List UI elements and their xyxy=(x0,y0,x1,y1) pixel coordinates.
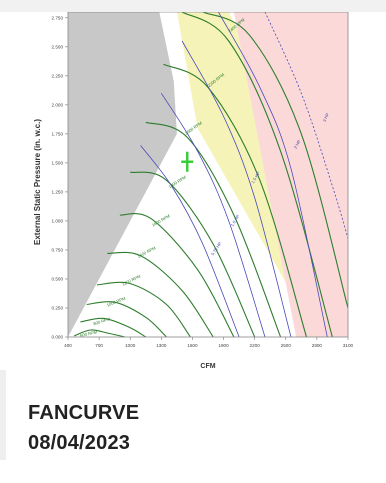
caption: FANCURVE 08/04/2023 xyxy=(28,398,358,458)
series-1400-rpm-line xyxy=(119,213,235,337)
x-axis-label: CFM xyxy=(200,363,215,370)
series-2200-rpm-line xyxy=(181,12,333,337)
y-tick-label: 2.750 xyxy=(52,15,64,20)
x-tick-label: 1300 xyxy=(156,343,167,348)
stall-region xyxy=(68,12,177,337)
y-tick-label: 0.750 xyxy=(52,248,64,253)
y-tick-label: 1.500 xyxy=(52,160,64,165)
operating-point-group xyxy=(181,151,194,172)
x-tick-label: 2800 xyxy=(312,343,323,348)
caption-date: 08/04/2023 xyxy=(28,432,131,454)
y-tick-label: 1.750 xyxy=(52,131,64,136)
series-0-5-hp-line xyxy=(140,145,240,337)
curve-label-600-rpm: 600 RPM xyxy=(80,329,99,338)
series-1600-rpm-line xyxy=(130,171,256,337)
x-tick-label: 3100 xyxy=(343,343,354,348)
x-tick-label: 700 xyxy=(95,343,103,348)
y-tick-label: 0.500 xyxy=(52,277,64,282)
x-tick-label: 2200 xyxy=(250,343,261,348)
y-tick-label: 2.250 xyxy=(52,73,64,78)
x-tick-label: 1900 xyxy=(218,343,229,348)
curve-label-1-5-hp: 1.5 HP xyxy=(250,171,261,185)
x-tick-label: 1600 xyxy=(187,343,198,348)
y-tick-label: 1.000 xyxy=(52,219,64,224)
series-800-rpm-line xyxy=(86,301,167,337)
series-2000-rpm-line xyxy=(163,63,308,337)
curve-label-1-0-hp: 1.0 HP xyxy=(230,214,241,228)
curve-lines xyxy=(74,12,348,337)
series-1800-rpm-line xyxy=(145,121,282,337)
top-strip xyxy=(0,0,386,12)
curve-label-800-rpm: 800 RPM xyxy=(93,316,112,326)
series-1-5-hp-line xyxy=(218,12,328,337)
x-tick-label: 1000 xyxy=(125,343,136,348)
y-tick-label: 0.000 xyxy=(52,335,64,340)
fan-curve-chart: 2400 RPM 2200 RPM 2000 RPM 1800 RPM 1600 RPM… xyxy=(32,12,360,372)
axes: 400 700 1000 1300 1600 1900 2200 2500 2800 3100 0.… xyxy=(52,12,354,348)
y-axis-label: External Static Pressure (in. w.c.) xyxy=(33,119,42,245)
series-1000-rpm-line xyxy=(96,281,191,337)
plot-border xyxy=(67,12,349,338)
series-600-rpm-line xyxy=(80,317,147,337)
x-tick-label: 2500 xyxy=(281,343,292,348)
left-rule xyxy=(0,370,6,460)
series-0-75-hp-line xyxy=(160,92,266,337)
x-tick-label: 400 xyxy=(64,343,72,348)
series-2-hp-line xyxy=(264,12,348,239)
y-tick-label: 2.000 xyxy=(52,102,64,107)
series-2400-rpm-line xyxy=(202,12,348,309)
y-tick-label: 1.250 xyxy=(52,190,64,195)
y-tick-label: 2.500 xyxy=(52,44,64,49)
curve-label-3-hp: 3 HP xyxy=(322,112,331,123)
series-1200-rpm-line xyxy=(107,251,214,337)
series-400-rpm-line xyxy=(74,329,126,337)
series-1-0-hp-line xyxy=(181,40,292,337)
caption-title: FANCURVE xyxy=(28,402,140,424)
y-tick-label: 0.250 xyxy=(52,306,64,311)
curve-label-2-hp: 2 HP xyxy=(293,139,302,150)
